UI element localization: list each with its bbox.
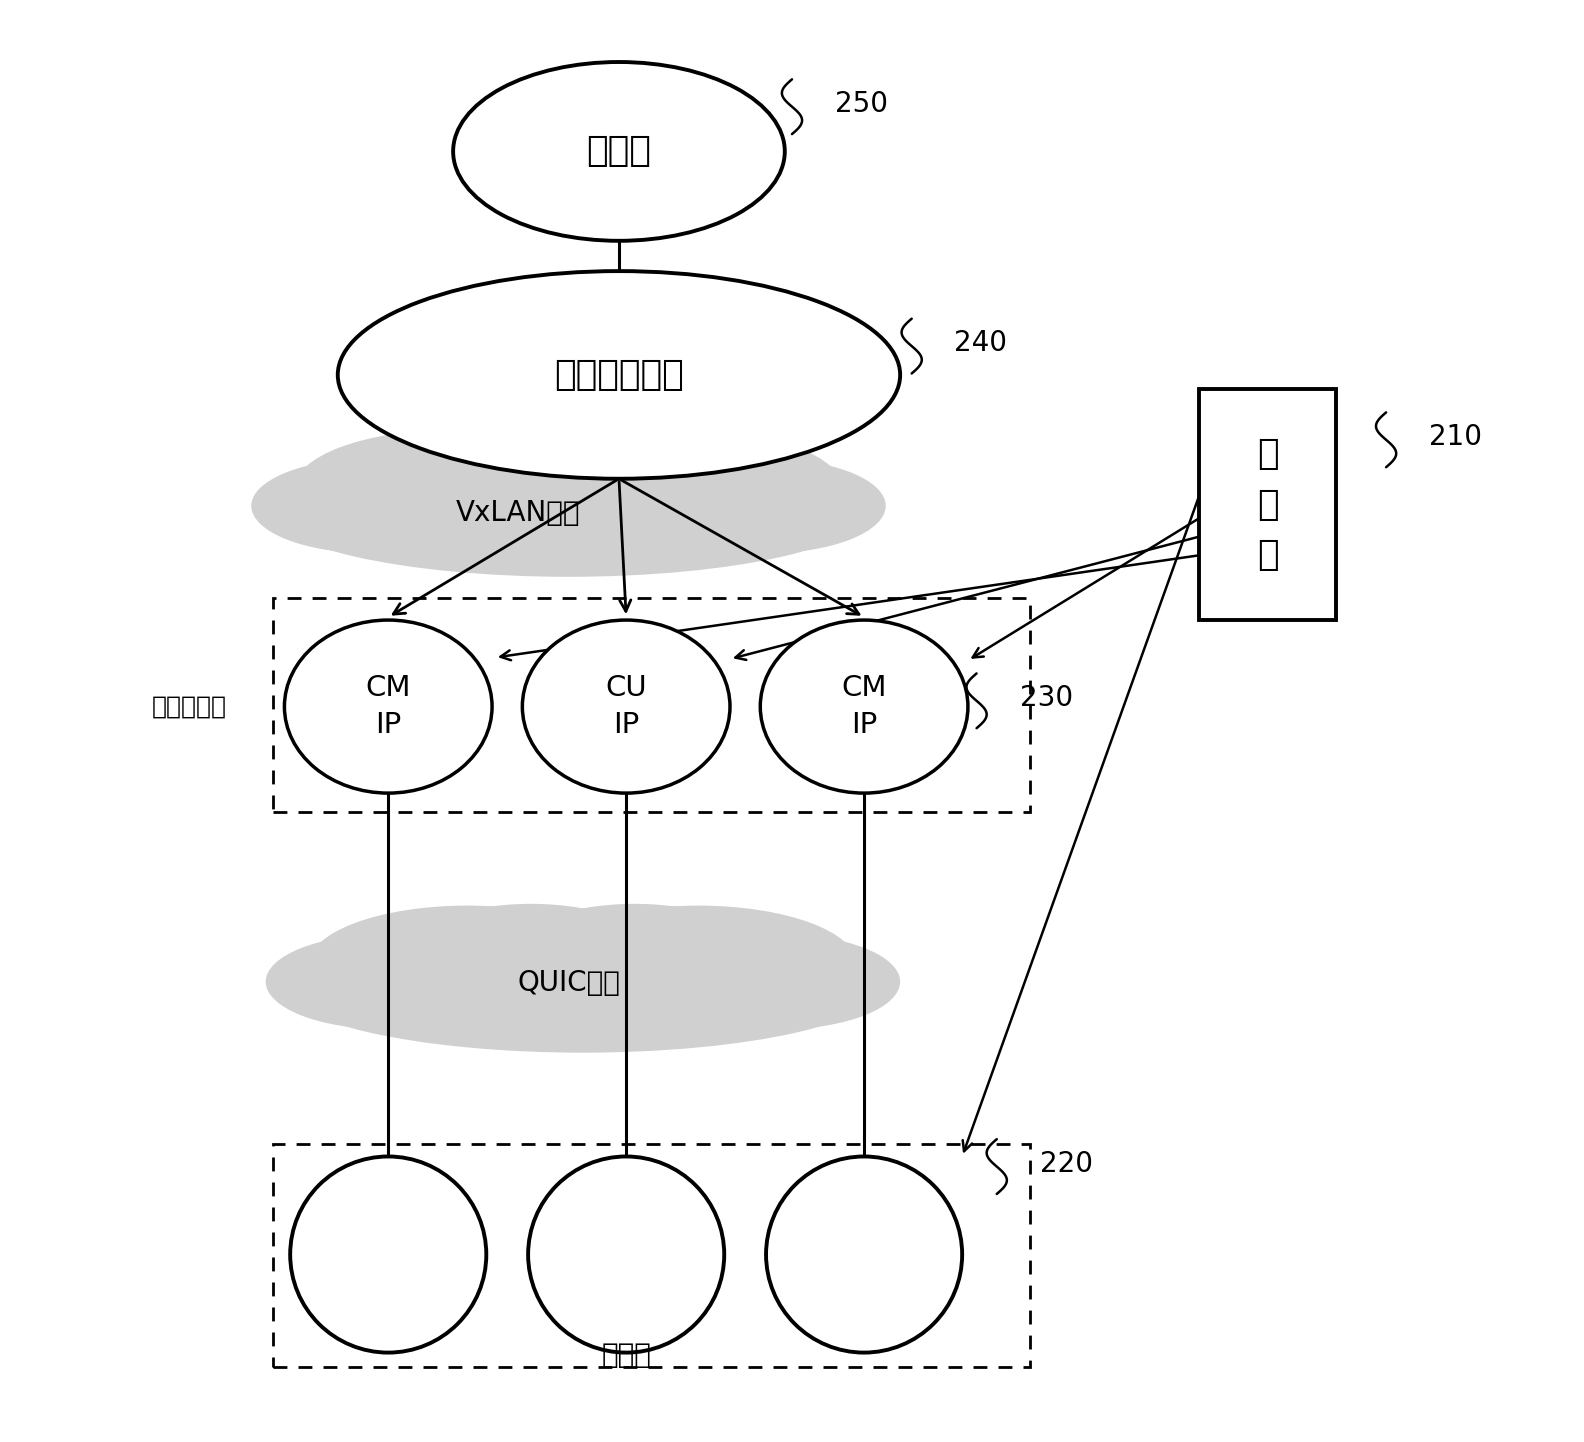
Ellipse shape	[295, 430, 611, 548]
Ellipse shape	[453, 62, 784, 241]
Circle shape	[527, 1156, 724, 1353]
Ellipse shape	[301, 447, 520, 536]
Text: VxLAN隧道: VxLAN隧道	[456, 499, 580, 528]
Ellipse shape	[252, 459, 494, 554]
Ellipse shape	[309, 906, 626, 1024]
Text: 客户端: 客户端	[602, 1341, 651, 1370]
Text: QUIC隧道: QUIC隧道	[516, 969, 619, 998]
Circle shape	[767, 1156, 961, 1353]
Text: 250: 250	[835, 89, 889, 118]
Ellipse shape	[266, 934, 508, 1030]
Text: CU
IP: CU IP	[605, 675, 646, 738]
Ellipse shape	[540, 906, 857, 1024]
Text: 240: 240	[954, 329, 1006, 358]
Ellipse shape	[266, 438, 871, 577]
Text: 控
制
器: 控 制 器	[1258, 437, 1278, 572]
Ellipse shape	[508, 904, 762, 1008]
Ellipse shape	[632, 923, 851, 1012]
Circle shape	[290, 1156, 486, 1353]
Ellipse shape	[526, 430, 843, 548]
Ellipse shape	[285, 620, 493, 793]
Text: CM
IP: CM IP	[366, 675, 410, 738]
Bar	[1199, 389, 1337, 620]
Ellipse shape	[315, 923, 534, 1012]
Text: 隧道入网点: 隧道入网点	[152, 695, 227, 718]
Text: 负载均衡设备: 负载均衡设备	[554, 358, 684, 392]
Text: 230: 230	[1020, 684, 1072, 712]
Ellipse shape	[657, 934, 900, 1030]
Bar	[272, 1144, 1030, 1367]
Ellipse shape	[618, 447, 836, 536]
Bar	[272, 598, 1030, 812]
Ellipse shape	[404, 904, 657, 1008]
Text: 服务器: 服务器	[586, 134, 651, 169]
Ellipse shape	[760, 620, 968, 793]
Ellipse shape	[280, 914, 885, 1053]
Text: 210: 210	[1429, 423, 1483, 451]
Ellipse shape	[494, 428, 748, 532]
Ellipse shape	[643, 459, 885, 554]
Ellipse shape	[337, 271, 900, 479]
Ellipse shape	[390, 428, 643, 532]
Ellipse shape	[523, 620, 730, 793]
Text: CM
IP: CM IP	[841, 675, 887, 738]
Text: 220: 220	[1041, 1149, 1093, 1178]
